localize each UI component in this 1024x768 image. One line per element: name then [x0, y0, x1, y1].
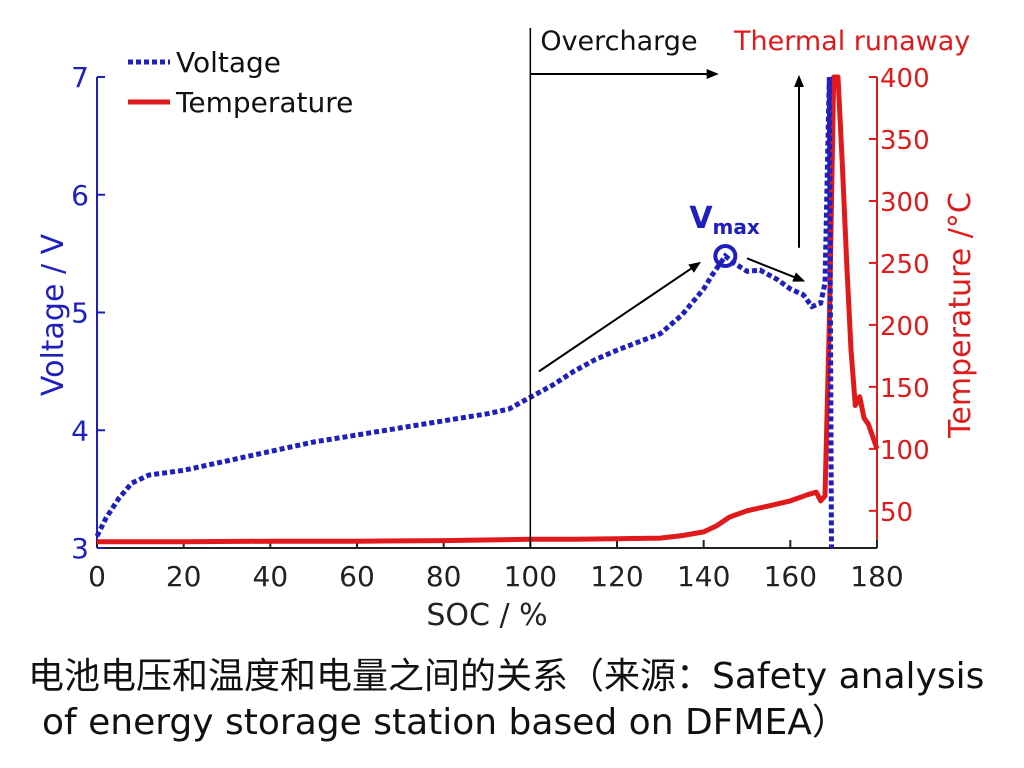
y-right-tick-label: 50	[880, 498, 913, 528]
x-tick-label: 20	[166, 560, 202, 593]
series-layer	[94, 74, 880, 549]
y-left-tick-label: 5	[71, 297, 89, 330]
y-left-tick-label: 4	[71, 414, 89, 447]
voltage-temperature-chart: 0 20 40 60 80 100 120 140 160 180 3 4 5 6 7 50 100 150 2…	[36, 26, 978, 633]
y-left-tick-label: 6	[71, 179, 89, 212]
x-tick-label: 100	[504, 560, 557, 593]
y-right-ticks: 50 100 150 200 250 300 350 400	[869, 64, 930, 528]
vmax-label-subscript: max	[713, 215, 760, 239]
annotations: Overcharge Thermal runaway Vmax	[529, 26, 970, 548]
x-tick-label: 0	[88, 560, 106, 593]
axes	[96, 77, 878, 549]
y-right-tick-label: 150	[880, 374, 930, 404]
caption-line-1: 电池电压和温度和电量之间的关系（来源：Safety analysis	[28, 656, 985, 697]
x-tick-label: 140	[677, 560, 730, 593]
y-right-tick-label: 100	[880, 436, 930, 466]
y-right-tick-label: 300	[880, 188, 930, 218]
x-ticks: 0 20 40 60 80 100 120 140 160 180	[88, 540, 904, 593]
legend: Voltage Temperature	[128, 46, 353, 119]
x-tick-label: 80	[426, 560, 462, 593]
y-right-tick-label: 400	[880, 64, 930, 94]
overcharge-label: Overcharge	[540, 26, 697, 57]
x-tick-label: 40	[253, 560, 289, 593]
y-left-tick-label: 3	[71, 532, 89, 565]
rising-trend-arrow	[538, 261, 701, 373]
vmax-label: Vmax	[689, 201, 760, 239]
x-tick-label: 120	[590, 560, 643, 593]
x-tick-label: 180	[850, 560, 903, 593]
vmax-label-main: V	[689, 201, 713, 236]
y-left-tick-label: 7	[71, 61, 89, 94]
legend-voltage-label: Voltage	[176, 46, 281, 79]
figure-caption: 电池电压和温度和电量之间的关系（来源：Safety analysis of en…	[28, 654, 1008, 746]
x-tick-label: 60	[339, 560, 375, 593]
falling-trend-arrow	[746, 257, 806, 282]
thermal-runaway-label: Thermal runaway	[733, 26, 970, 57]
voltage-series-line	[94, 76, 834, 549]
legend-temperature-label: Temperature	[175, 86, 353, 119]
temperature-series-line	[97, 74, 880, 545]
caption-line-2: of energy storage station based on DFMEA…	[42, 702, 848, 743]
x-tick-label: 160	[764, 560, 817, 593]
y-left-ticks: 3 4 5 6 7	[71, 61, 105, 565]
y-left-axis-label: Voltage / V	[36, 233, 71, 396]
y-right-tick-label: 350	[880, 126, 930, 156]
y-right-tick-label: 200	[880, 312, 930, 342]
x-axis-label: SOC / %	[426, 598, 547, 633]
vmax-marker	[713, 243, 738, 268]
y-right-axis-label: Temperature /°C	[943, 192, 978, 439]
y-right-tick-label: 250	[880, 250, 930, 280]
